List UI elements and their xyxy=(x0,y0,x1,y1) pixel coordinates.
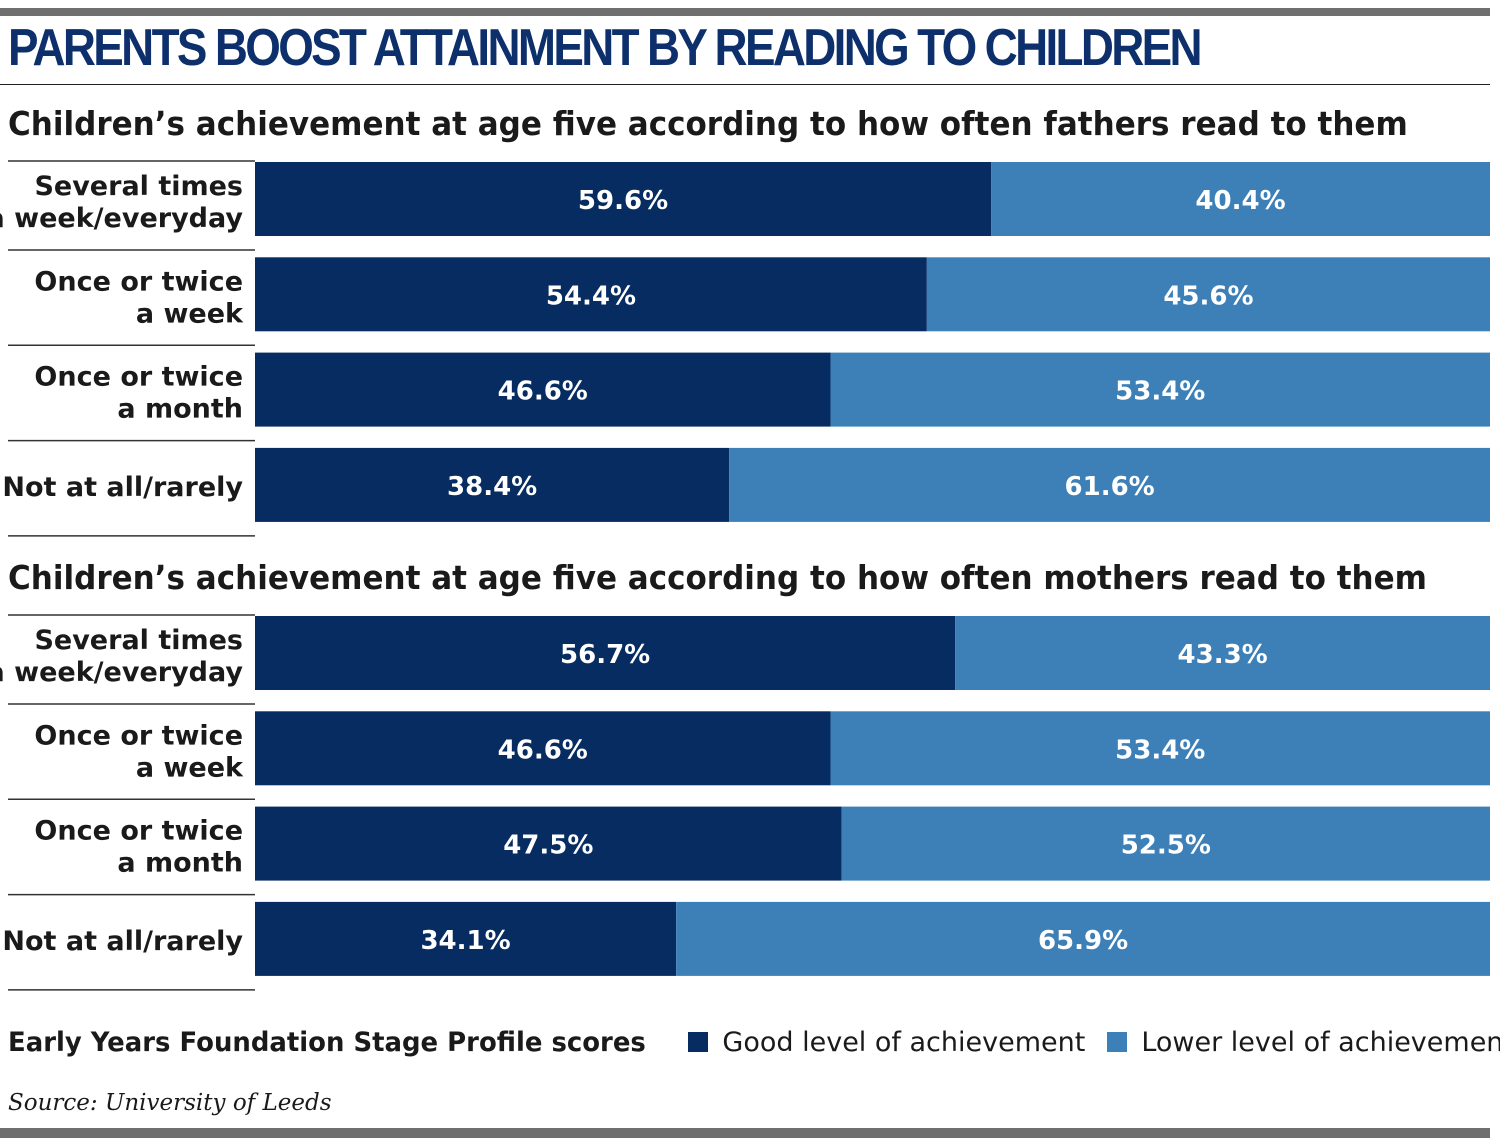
mothers-bar-lower xyxy=(841,806,1490,881)
fathers-bar-lower xyxy=(729,447,1490,522)
legend-swatch-lower xyxy=(1107,1032,1128,1052)
mothers-data-label: 43.3% xyxy=(1178,640,1268,670)
fathers-data-label: 46.6% xyxy=(498,377,588,407)
mothers-data-label: 52.5% xyxy=(1121,831,1211,861)
mothers-category-label: Several times a week/everyday xyxy=(0,625,243,688)
mothers-bar-lower xyxy=(676,901,1490,976)
fathers-category-label: Several times a week/everyday xyxy=(0,171,243,234)
legend-label-lower: Lower level of achievement xyxy=(1141,1026,1500,1058)
mothers-subtitle: Children’s achievement at age five accor… xyxy=(8,558,1428,597)
mothers-data-label: 47.5% xyxy=(503,831,593,861)
source-note: Source: University of Leeds xyxy=(8,1090,332,1116)
fathers-data-label: 53.4% xyxy=(1115,377,1205,407)
fathers-bar-good xyxy=(255,352,831,427)
mothers-data-label: 56.7% xyxy=(560,640,650,670)
fathers-bar-lower xyxy=(991,162,1490,236)
mothers-data-label: 46.6% xyxy=(498,735,588,765)
legend-swatch-good xyxy=(688,1032,709,1052)
fathers-category-label: Once or twice a week xyxy=(34,266,244,329)
mothers-category-label: Once or twice a month xyxy=(34,816,243,879)
legend-title: Early Years Foundation Stage Profile sco… xyxy=(8,1026,646,1058)
fathers-category-label: Not at all/rarely xyxy=(2,472,243,503)
fathers-data-label: 59.6% xyxy=(578,186,668,216)
fathers-bar-lower xyxy=(926,257,1490,332)
fathers-chart: Several times a week/everyday 59.6% 40.4% On… xyxy=(0,160,1490,537)
mothers-data-label: 53.4% xyxy=(1115,735,1205,765)
fathers-category-label: Once or twice a month xyxy=(34,362,243,425)
bottom-rule xyxy=(0,1128,1490,1138)
mothers-bar-good xyxy=(255,901,677,976)
fathers-data-label: 61.6% xyxy=(1065,472,1155,502)
mothers-category-label: Once or twice a week xyxy=(34,720,244,783)
mothers-bar-good xyxy=(255,616,956,690)
mothers-bar-lower xyxy=(955,616,1490,690)
fathers-data-label: 40.4% xyxy=(1195,186,1285,216)
fathers-data-label: 45.6% xyxy=(1163,281,1253,311)
top-rule xyxy=(0,8,1490,16)
fathers-bar-lower xyxy=(830,352,1490,427)
fathers-subtitle: Children’s achievement at age five accor… xyxy=(8,104,1408,143)
chart-title: PARENTS BOOST ATTAINMENT BY READING TO C… xyxy=(8,19,1203,77)
mothers-data-label: 65.9% xyxy=(1038,926,1128,956)
legend: Early Years Foundation Stage Profile sco… xyxy=(8,1022,1500,1062)
mothers-chart: Several times a week/everyday 56.7% 43.3% On… xyxy=(0,614,1490,991)
title-rule xyxy=(0,84,1490,85)
legend-label-good: Good level of achievement xyxy=(722,1026,1086,1058)
mothers-category-label: Not at all/rarely xyxy=(2,926,243,957)
fathers-bar-good xyxy=(255,257,927,332)
fathers-bar-good xyxy=(255,162,992,236)
mothers-data-label: 34.1% xyxy=(420,926,510,956)
mothers-bar-lower xyxy=(830,711,1490,786)
fathers-bar-good xyxy=(255,447,730,522)
fathers-data-label: 54.4% xyxy=(546,281,636,311)
mothers-bar-good xyxy=(255,711,831,786)
mothers-bar-good xyxy=(255,806,842,881)
fathers-data-label: 38.4% xyxy=(447,472,537,502)
